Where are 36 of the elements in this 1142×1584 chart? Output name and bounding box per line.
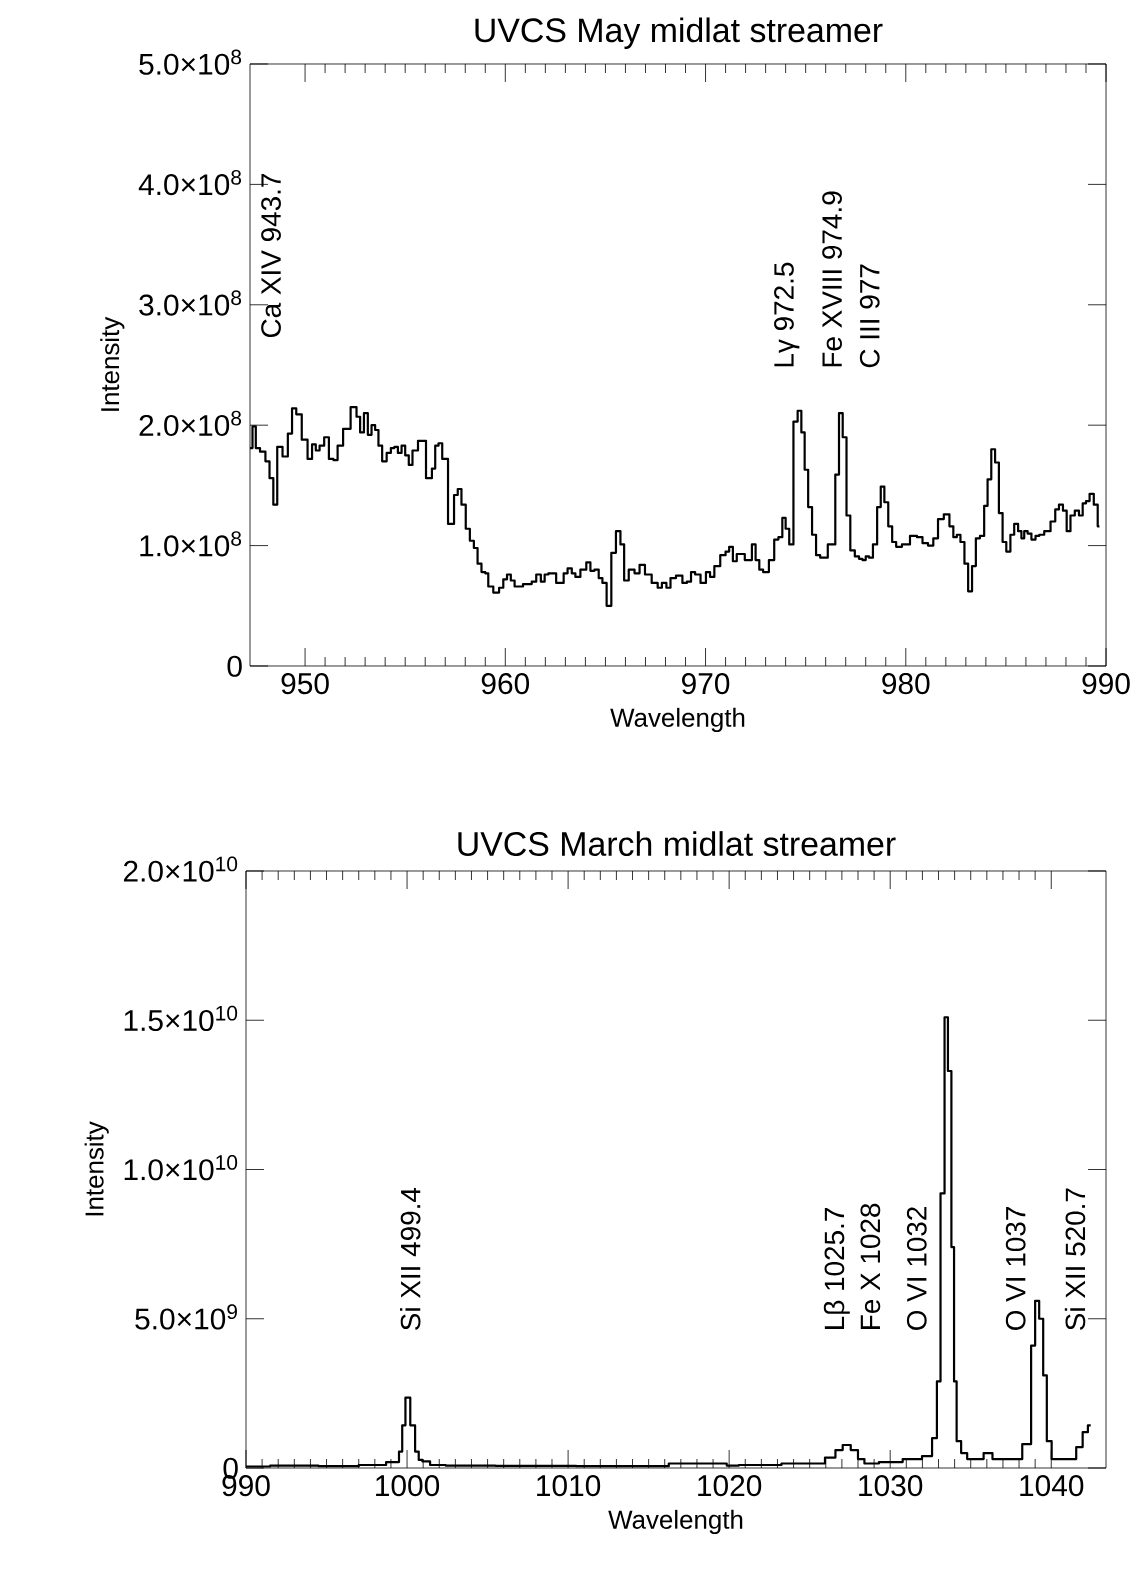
y-tick-label: 2.0×10$^{8}$: [139, 410, 242, 437]
y-tick-label: 3.0×10$^{8}$: [139, 290, 242, 316]
y-tick-label: 0: [227, 655, 242, 677]
y-tick-label: 2.0×10$^{10}$: [123, 856, 238, 882]
y-axis-title: Intensity: [84, 1121, 109, 1216]
annotation: Si XII 499.4: [400, 1187, 421, 1330]
x-axis-title: Wavelength: [608, 1509, 743, 1535]
x-tick-label: 1000: [376, 1475, 440, 1497]
y-tick-label: 1.5×10$^{10}$: [124, 1005, 238, 1032]
chart-title: UVCS May midlat streamer: [475, 17, 883, 49]
annotation: Lβ 1025.7: [823, 1208, 850, 1329]
x-axis-title: Wavelength: [610, 707, 745, 733]
annotation: O VI 1037: [1005, 1207, 1026, 1330]
annotation: C III 977: [859, 264, 880, 368]
x-tick-label: 960: [481, 673, 530, 695]
x-tick-label: 970: [682, 673, 730, 695]
x-tick-label: 990: [1082, 673, 1130, 695]
y-tick-label: 5.0×10$^{9}$: [135, 1304, 237, 1330]
annotation: Fe XVIII 974.9: [822, 191, 842, 367]
x-tick-label: 1020: [698, 1475, 762, 1497]
annotation: Ca XIV 943.7: [261, 174, 281, 338]
x-tick-label: 950: [281, 673, 329, 695]
annotation: Lγ 972.5: [774, 262, 800, 367]
annotation: O VI 1032: [906, 1207, 927, 1330]
x-tick-label: 980: [882, 673, 930, 695]
y-tick-label: 4.0×10$^{8}$: [138, 169, 242, 196]
chart-title: UVCS March midlat streamer: [458, 831, 896, 857]
annotation: Fe X 1028: [860, 1203, 881, 1329]
x-tick-label: 1040: [1020, 1475, 1084, 1497]
y-tick-label: 1.0×10$^{10}$: [124, 1155, 238, 1181]
x-tick-label: 1010: [537, 1475, 601, 1497]
y-tick-label: 5.0×10$^{8}$: [139, 49, 242, 75]
y-tick-label: 1.0×10$^{8}$: [140, 531, 242, 557]
y-axis-title: Intensity: [100, 316, 125, 411]
annotation: Si XII 520.7: [1064, 1188, 1086, 1330]
x-tick-label: 1030: [859, 1475, 923, 1497]
